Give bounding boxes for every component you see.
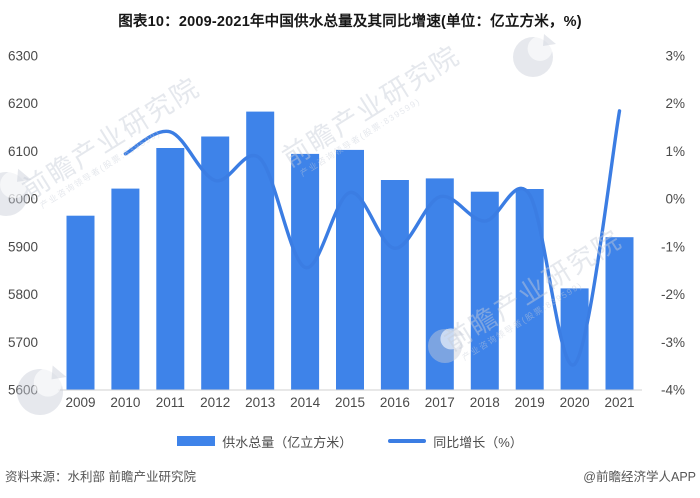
x-axis-tick-label: 2009 <box>65 395 95 410</box>
y-axis-left-tick-label: 5900 <box>8 239 38 254</box>
bar-2009 <box>66 215 95 390</box>
bar-swatch-icon <box>177 436 216 446</box>
bar-2013 <box>246 111 275 390</box>
bar-2014 <box>291 153 320 390</box>
legend-bar-label: 供水总量（亿立方米） <box>222 434 353 450</box>
y-axis-left-tick-label: 5600 <box>8 383 38 398</box>
chart-svg: 630062006100600059005800570056003%2%1%0%… <box>0 34 685 415</box>
legend-item-bar: 供水总量（亿立方米） <box>177 432 352 451</box>
chart-footer: 资料来源：水利部 前瞻产业研究院 @前瞻经济学人APP <box>5 466 696 485</box>
bar-2016 <box>380 180 409 390</box>
watermark-logo-icon <box>17 365 67 415</box>
svg-text:前瞻产业研究院: 前瞻产业研究院 <box>277 40 465 173</box>
x-axis-tick-label: 2018 <box>470 395 500 410</box>
y-axis-right-tick-label: 3% <box>665 49 685 64</box>
x-axis-tick-label: 2021 <box>604 395 634 410</box>
y-axis-right-tick-label: 1% <box>665 144 685 159</box>
x-axis-tick-label: 2010 <box>110 395 140 410</box>
y-axis-right-tick-label: 0% <box>665 192 685 207</box>
y-axis-right-tick-label: 2% <box>665 96 685 111</box>
bar-2015 <box>336 149 364 390</box>
source-text: 资料来源：水利部 前瞻产业研究院 <box>5 470 196 484</box>
legend-item-line: 同比增长（%） <box>388 432 523 451</box>
line-swatch-icon <box>388 439 427 443</box>
growth-line <box>123 109 622 367</box>
chart-canvas: 6300 6200 6100 6000 5900 5800 5700 5600 3% 2% 1% 0%… <box>0 34 685 415</box>
chart-legend: 供水总量（亿立方米） 同比增长（%） <box>0 431 700 451</box>
watermark-logo-icon <box>513 34 556 77</box>
legend-line-label: 同比增长（%） <box>433 434 523 450</box>
y-axis-right-tick-label: -4% <box>661 383 685 398</box>
x-axis-tick-label: 2012 <box>200 395 230 410</box>
watermark-logo-icon <box>0 168 32 216</box>
x-axis-tick-label: 2017 <box>425 395 455 410</box>
x-axis-tick-label: 2019 <box>515 395 545 410</box>
bar-2018 <box>470 191 499 390</box>
y-axis-left-tick-label: 5800 <box>8 287 38 302</box>
x-axis-tick-label: 2014 <box>290 395 321 410</box>
copyright-text: @前瞻经济学人APP <box>583 470 696 484</box>
y-axis-left-tick-label: 5700 <box>8 335 38 350</box>
y-axis-left-tick-label: 6200 <box>8 96 38 111</box>
bar-2010 <box>111 188 140 390</box>
y-axis-right-tick-label: -1% <box>661 239 685 254</box>
watermark-text: 前瞻产业研究院 产业咨询领导者(股票:839599) <box>277 40 465 178</box>
y-axis-left-tick-label: 6300 <box>8 49 38 64</box>
watermark-logo-icon <box>428 326 465 363</box>
y-axis-right-tick-label: -2% <box>661 287 685 302</box>
bar-2011 <box>156 148 185 390</box>
bar-2021 <box>605 237 634 390</box>
y-axis-right-tick-label: -3% <box>661 335 685 350</box>
x-axis-tick-label: 2015 <box>335 395 365 410</box>
x-axis-tick-label: 2020 <box>560 395 590 410</box>
x-axis-tick-label: 2013 <box>245 395 275 410</box>
x-axis-tick-label: 2011 <box>156 395 185 410</box>
x-axis-tick-label: 2016 <box>380 395 410 410</box>
bar-2017 <box>425 178 454 390</box>
chart-title: 图表10：2009-2021年中国供水总量及其同比增速(单位：亿立方米，%) <box>118 14 582 30</box>
y-axis-left-tick-label: 6100 <box>8 144 38 159</box>
